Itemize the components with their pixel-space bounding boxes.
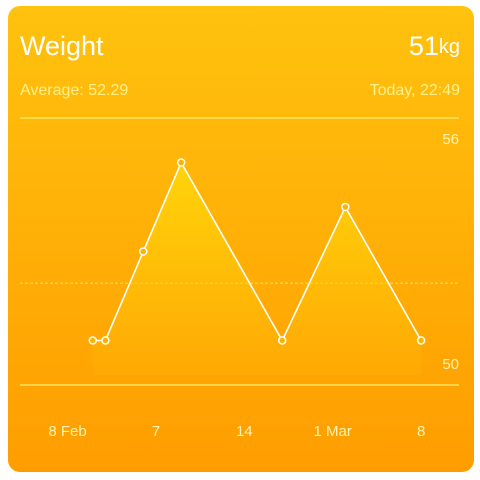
timestamp: Today, 22:49 (370, 82, 461, 99)
point (277, 336, 287, 345)
point (176, 158, 186, 167)
area (92, 162, 422, 375)
current-value: 51 (409, 31, 439, 61)
point (139, 247, 148, 256)
chart-title: Weight (20, 31, 104, 61)
x-tick-label: 7 (152, 423, 160, 440)
x-tick-label: 8 (417, 423, 425, 440)
y-tick-label: 56 (442, 131, 459, 148)
x-tick-label: 1 Mar (314, 423, 352, 440)
current-weight: 51kg (409, 31, 460, 61)
point (101, 336, 110, 345)
chart-subtitle: Average: 52.29 (20, 82, 128, 99)
current-unit: kg (439, 36, 460, 58)
point (416, 336, 426, 345)
point (341, 202, 350, 212)
card (8, 6, 474, 472)
point (88, 336, 98, 345)
x-tick-label: 8 Feb (48, 423, 86, 440)
x-tick-label: 14 (236, 423, 253, 440)
y-tick-label: 50 (442, 356, 459, 373)
